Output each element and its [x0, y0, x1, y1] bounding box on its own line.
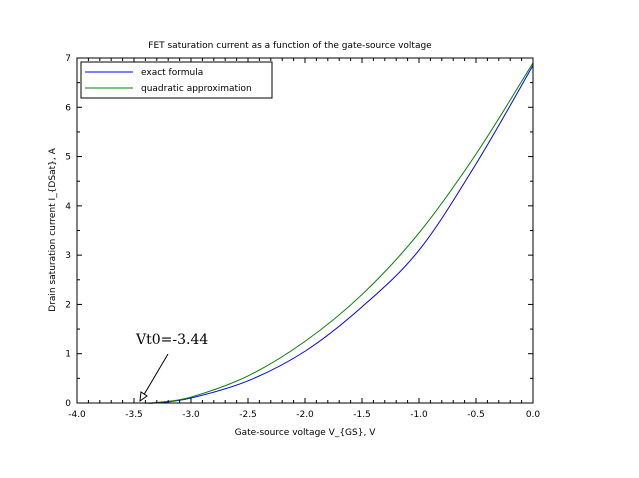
x-tick-label: 0.0 [526, 410, 541, 420]
y-tick-label: 3 [65, 251, 71, 261]
legend-box [80, 61, 273, 99]
y-tick-label: 1 [65, 350, 71, 360]
x-axis: -4.0 -3.5 -3.0 -2.5 -2.0 -1.5 -1.0 -0.5 0.0 [68, 58, 540, 420]
annotation-label: Vt0=-3.44 [135, 332, 208, 348]
x-tick-label: -0.5 [467, 410, 485, 420]
y-tick-label: 6 [65, 103, 71, 113]
x-tick-label: -1.0 [410, 410, 428, 420]
legend: exact formula quadratic approximation [80, 61, 273, 99]
annotation: Vt0=-3.44 [135, 332, 208, 403]
legend-label-quadratic: quadratic approximation [141, 84, 252, 94]
x-axis-title: Gate-source voltage V_{GS}, V [235, 428, 377, 438]
y-axis-title: Drain saturation current I_{DSat}, A [48, 147, 58, 311]
y-tick-label: 2 [65, 300, 71, 310]
annotation-arrow [141, 353, 169, 399]
legend-label-exact: exact formula [141, 68, 203, 78]
y-tick-label: 4 [65, 202, 71, 212]
x-tick-label: -2.0 [296, 410, 314, 420]
x-tick-label: -2.5 [239, 410, 257, 420]
y-axis: 0 1 2 3 4 5 6 7 [65, 54, 533, 409]
x-tick-label: -4.0 [68, 410, 86, 420]
x-tick-label: -3.0 [182, 410, 200, 420]
x-tick-label: -3.5 [125, 410, 143, 420]
y-tick-label: 0 [65, 399, 71, 409]
chart-title: FET saturation current as a function of … [148, 41, 432, 51]
y-tick-label: 7 [65, 54, 71, 64]
y-tick-label: 5 [65, 153, 71, 163]
annotation-arrowhead [139, 391, 148, 403]
x-tick-label: -1.5 [353, 410, 371, 420]
